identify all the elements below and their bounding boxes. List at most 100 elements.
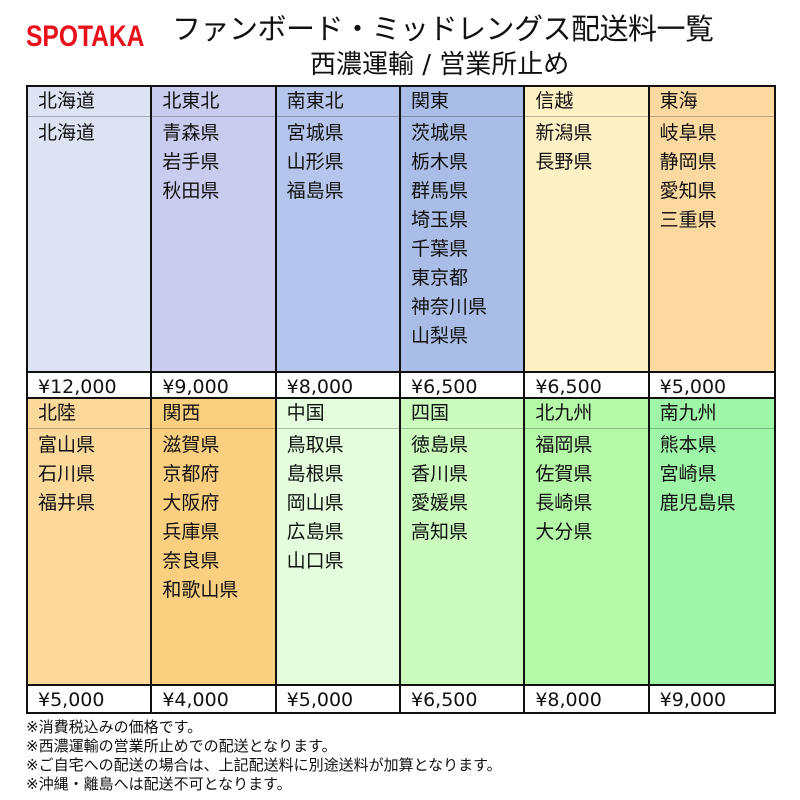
- region-column: 南東北 宮城県 山形県 福島県 ¥8,000: [276, 87, 401, 399]
- prefecture: 青森県: [162, 122, 220, 144]
- prefecture: 新潟県: [535, 122, 593, 144]
- prefecture-list: 茨城県栃木県群馬県埼玉県千葉県東京都神奈川県山梨県: [401, 117, 523, 371]
- prefecture: 千葉県: [411, 238, 469, 260]
- prefecture: 福岡県: [535, 434, 593, 456]
- prefecture: 愛知県: [659, 180, 717, 202]
- prefecture: 北海道: [38, 122, 96, 144]
- prefecture: 奈良県: [162, 550, 220, 572]
- region-name: 信越: [525, 87, 648, 117]
- region-column: 中国 鳥取県 島根県 岡山県 広島県 山口県 ¥5,000: [276, 399, 401, 712]
- region-name: 東海: [649, 87, 774, 117]
- note: ※消費税込みの価格です。: [26, 718, 203, 736]
- prefecture: 宮崎県: [659, 463, 717, 485]
- prefecture: 京都府: [162, 463, 220, 485]
- prefecture: 徳島県: [411, 434, 469, 456]
- shipping-rate-table: 北海道 北海道 ¥12,000 北東北 青森県 岩手県 秋田県 ¥9,000 南東北 宮城県 山形県…: [26, 85, 776, 714]
- prefecture: 長崎県: [535, 492, 593, 514]
- region-name: 四国: [401, 399, 524, 429]
- region-name: 北東北: [152, 87, 275, 117]
- prefecture: 山口県: [286, 550, 344, 572]
- prefecture: 兵庫県: [162, 521, 220, 543]
- region-column: 関西 滋賀県 京都府 大阪府 兵庫県 奈良県 和歌山県 ¥4,000: [152, 399, 277, 712]
- prefecture-list: 青森県 岩手県 秋田県: [152, 117, 274, 371]
- prefecture: 静岡県: [659, 151, 717, 173]
- region-column: 関東 茨城県 栃木県 群馬県 埼玉県 千葉県 東京都 神奈川県 山梨県 ¥6,500: [401, 87, 526, 399]
- prefecture: 山形県: [286, 151, 344, 173]
- region-name: 南東北: [276, 87, 399, 117]
- price: ¥9,000: [152, 371, 275, 399]
- prefecture: 愛媛県: [411, 492, 469, 514]
- region-column: 北海道 北海道 ¥12,000: [28, 87, 153, 399]
- prefecture: 東京都: [411, 267, 469, 289]
- prefecture: 福島県: [286, 180, 344, 202]
- prefecture: 岡山県: [286, 492, 344, 514]
- prefecture: 山梨県: [411, 325, 469, 347]
- price: ¥6,500: [401, 371, 524, 399]
- prefecture: 高知県: [411, 521, 469, 543]
- region-column: 北九州 福岡県 佐賀県 長崎県 大分県 ¥8,000: [525, 399, 650, 712]
- notes: ※消費税込みの価格です。 ※西濃運輸の営業所止めでの配送となります。 ※ご自宅へ…: [26, 718, 502, 794]
- prefecture: 神奈川県: [411, 296, 488, 318]
- prefecture-list: 鳥取県島根県岡山県広島県山口県: [277, 429, 399, 684]
- prefecture: 埼玉県: [411, 209, 469, 231]
- prefecture: 栃木県: [411, 151, 469, 173]
- region-column: 東海 岐阜県 静岡県 愛知県 三重県 ¥5,000: [649, 87, 774, 399]
- price: ¥4,000: [152, 684, 275, 712]
- region-name: 中国: [276, 399, 399, 429]
- region-name: 北海道: [28, 87, 151, 117]
- region-column: 四国 徳島県 香川県 愛媛県 高知県 ¥6,500: [401, 399, 526, 712]
- prefecture-list: 岐阜県静岡県愛知県三重県: [650, 117, 774, 371]
- region-column: 南九州 熊本県 宮崎県 鹿児島県 ¥9,000: [649, 399, 774, 712]
- prefecture: 福井県: [38, 492, 96, 514]
- prefecture-list: 北海道: [28, 117, 150, 371]
- prefecture: 三重県: [659, 209, 717, 231]
- region-name: 北九州: [525, 399, 648, 429]
- prefecture: 広島県: [286, 521, 344, 543]
- prefecture: 大分県: [535, 521, 593, 543]
- prefecture: 群馬県: [411, 180, 469, 202]
- prefecture: 大阪府: [162, 492, 220, 514]
- prefecture-list: 徳島県香川県愛媛県高知県: [401, 429, 523, 684]
- prefecture: 石川県: [38, 463, 96, 485]
- region-name: 北陸: [28, 399, 151, 429]
- prefecture: 茨城県: [411, 122, 469, 144]
- note: ※西濃運輸の営業所止めでの配送となります。: [26, 737, 337, 755]
- prefecture-list: 新潟県 長野県: [525, 117, 647, 371]
- note: ※沖縄・離島へは配送不可となります。: [26, 775, 292, 793]
- region-column: 北陸 富山県 石川県 福井県 ¥5,000: [28, 399, 153, 712]
- note: ※ご自宅への配送の場合は、上記配送料に別途送料が加算となります。: [26, 756, 502, 774]
- prefecture: 香川県: [411, 463, 469, 485]
- prefecture: 宮城県: [286, 122, 344, 144]
- page-title: ファンボード・ミッドレングス配送料一覧: [172, 12, 714, 46]
- page-subtitle: 西濃運輸 / 営業所止め: [310, 50, 570, 80]
- prefecture: 熊本県: [659, 434, 717, 456]
- price: ¥9,000: [649, 684, 774, 712]
- prefecture: 岩手県: [162, 151, 220, 173]
- prefecture-list: 宮城県 山形県 福島県: [277, 117, 399, 371]
- prefecture: 滋賀県: [162, 434, 220, 456]
- region-name: 関西: [152, 399, 275, 429]
- price: ¥8,000: [276, 371, 399, 399]
- prefecture: 岐阜県: [659, 122, 717, 144]
- price: ¥8,000: [525, 684, 648, 712]
- prefecture: 和歌山県: [162, 579, 239, 601]
- price: ¥5,000: [649, 371, 774, 399]
- prefecture-list: 熊本県宮崎県鹿児島県: [650, 429, 774, 684]
- logo: SPOTAKA: [26, 20, 145, 53]
- prefecture: 秋田県: [162, 180, 220, 202]
- region-column: 北東北 青森県 岩手県 秋田県 ¥9,000: [152, 87, 277, 399]
- prefecture: 島根県: [286, 463, 344, 485]
- region-name: 南九州: [649, 399, 774, 429]
- price: ¥5,000: [276, 684, 399, 712]
- prefecture: 富山県: [38, 434, 96, 456]
- region-name: 関東: [401, 87, 524, 117]
- prefecture: 鳥取県: [286, 434, 344, 456]
- prefecture-list: 滋賀県京都府大阪府兵庫県奈良県和歌山県: [152, 429, 274, 684]
- price: ¥12,000: [28, 371, 151, 399]
- price: ¥5,000: [28, 684, 151, 712]
- prefecture: 鹿児島県: [659, 492, 736, 514]
- prefecture: 佐賀県: [535, 463, 593, 485]
- prefecture-list: 富山県 石川県 福井県: [28, 429, 150, 684]
- prefecture: 長野県: [535, 151, 593, 173]
- prefecture-list: 福岡県佐賀県長崎県大分県: [525, 429, 647, 684]
